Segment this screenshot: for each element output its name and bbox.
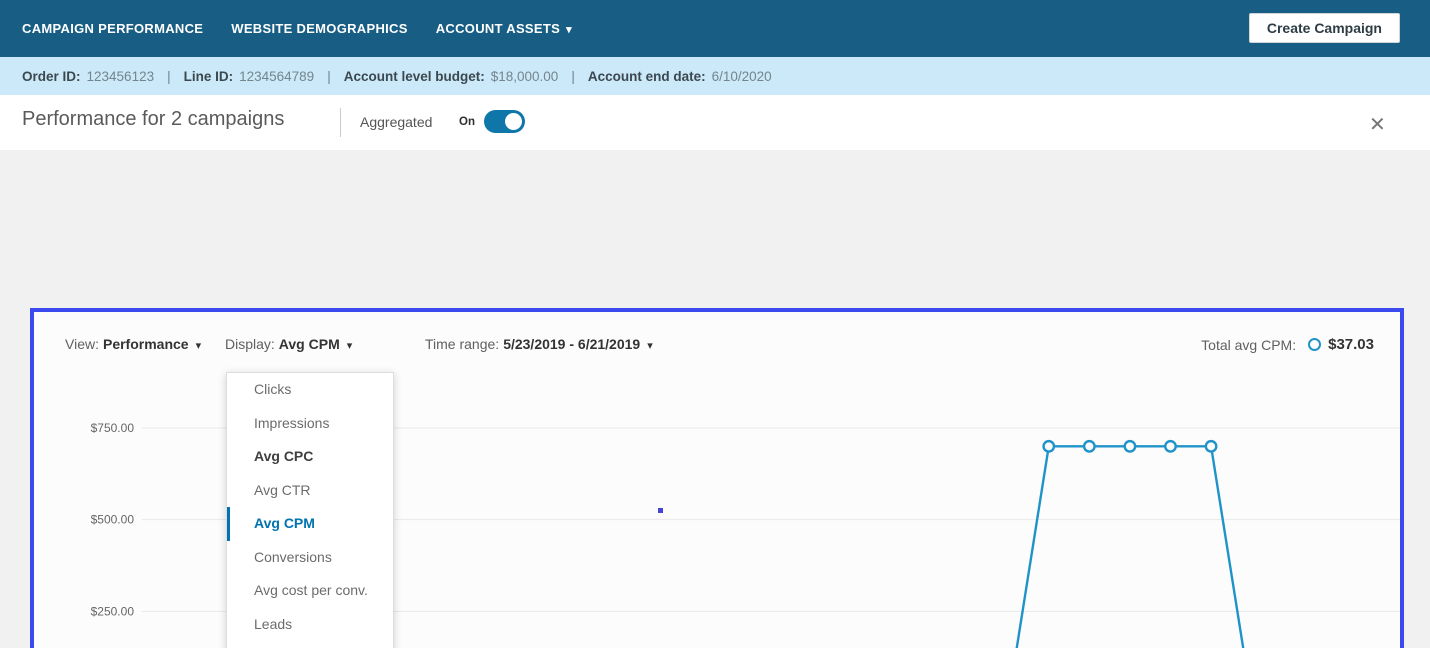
view-label: View: bbox=[65, 336, 99, 352]
dropdown-option-avg-cost-per-conv[interactable]: Avg cost per conv. bbox=[254, 582, 368, 598]
series-marker-icon bbox=[1308, 338, 1322, 351]
caret-down-icon: ▾ bbox=[195, 340, 202, 352]
account-end-date-value: 6/10/2020 bbox=[711, 68, 772, 84]
aggregated-label: Aggregated bbox=[360, 114, 433, 130]
display-label: Display: bbox=[225, 336, 275, 352]
header-divider bbox=[340, 108, 341, 137]
dropdown-option-avg-ctr[interactable]: Avg CTR bbox=[254, 481, 311, 498]
dropdown-option-avg-cpm[interactable]: Avg CPM bbox=[227, 507, 393, 541]
account-budget-value: $18,000.00 bbox=[490, 68, 559, 84]
nav-item-campaign-performance[interactable]: CAMPAIGN PERFORMANCE bbox=[22, 21, 204, 36]
content-area: $0.00$250.00$500.00$750.00May 24May 26Ma… bbox=[0, 150, 1430, 648]
aggregated-toggle[interactable] bbox=[484, 110, 525, 133]
nav-item-account-assets[interactable]: ACCOUNT ASSETS ▾ bbox=[436, 21, 572, 36]
dropdown-option-avg-cost-per-lead[interactable]: Avg cost per lead bbox=[227, 641, 393, 648]
dropdown-option-clicks[interactable]: Clicks bbox=[254, 381, 292, 397]
display-dropdown-menu: Clicks Impressions Avg CPC Avg CTR Avg C… bbox=[226, 372, 394, 648]
caret-down-icon: ▾ bbox=[647, 340, 653, 352]
page-title: Performance for 2 campaigns bbox=[22, 108, 285, 130]
dropdown-option-conversions[interactable]: Conversions bbox=[254, 548, 332, 565]
field-separator: | bbox=[327, 68, 331, 84]
create-campaign-button[interactable]: Create Campaign bbox=[1248, 13, 1400, 43]
line-id-label: Line ID: bbox=[183, 68, 234, 84]
chart-controls-row: View: Performance ▾ Display: Avg CPM ▾ Time … bbox=[34, 336, 1400, 358]
caret-down-icon: ▾ bbox=[346, 340, 353, 352]
nav-item-account-assets-label: ACCOUNT ASSETS bbox=[435, 21, 561, 36]
view-dropdown[interactable]: View: Performance ▾ bbox=[65, 336, 201, 352]
total-avg-cpm: Total avg CPM: $37.03 bbox=[1201, 336, 1374, 353]
page-header: Performance for 2 campaigns Aggregated O… bbox=[0, 95, 1430, 150]
time-range-label: Time range: bbox=[425, 336, 500, 352]
svg-text:$500.00: $500.00 bbox=[91, 513, 135, 527]
total-avg-cpm-value: $37.03 bbox=[1328, 336, 1374, 353]
display-value: Avg CPM bbox=[278, 336, 340, 352]
nav-item-website-demographics[interactable]: WEBSITE DEMOGRAPHICS bbox=[231, 21, 408, 36]
time-range-dropdown[interactable]: Time range: 5/23/2019 - 6/21/2019 ▾ bbox=[425, 336, 653, 352]
top-nav: CAMPAIGN PERFORMANCE WEBSITE DEMOGRAPHIC… bbox=[0, 0, 1430, 57]
cursor-dot bbox=[658, 508, 663, 513]
display-dropdown-trigger[interactable]: Display: Avg CPM ▾ bbox=[225, 336, 352, 352]
caret-down-icon: ▾ bbox=[566, 24, 572, 36]
account-end-date-label: Account end date: bbox=[587, 68, 706, 84]
time-range-value: 5/23/2019 - 6/21/2019 bbox=[503, 336, 641, 352]
svg-text:$250.00: $250.00 bbox=[91, 604, 135, 618]
performance-chart-svg: $0.00$250.00$500.00$750.00May 24May 26Ma… bbox=[91, 421, 1400, 648]
line-id-value: 1234564789 bbox=[239, 68, 315, 84]
field-separator: | bbox=[571, 68, 575, 84]
toggle-state-label: On bbox=[459, 116, 475, 128]
field-separator: | bbox=[167, 68, 171, 84]
account-budget-label: Account level budget: bbox=[343, 68, 485, 84]
total-avg-cpm-label: Total avg CPM: bbox=[1201, 336, 1297, 353]
order-id-value: 123456123 bbox=[86, 68, 155, 84]
dropdown-option-leads[interactable]: Leads bbox=[254, 615, 293, 632]
dropdown-option-avg-cpc[interactable]: Avg CPC bbox=[254, 448, 314, 464]
view-value: Performance bbox=[102, 336, 189, 352]
dropdown-option-impressions[interactable]: Impressions bbox=[254, 414, 330, 431]
close-icon[interactable]: ✕ bbox=[1369, 114, 1386, 136]
order-id-label: Order ID: bbox=[22, 68, 81, 84]
toggle-knob bbox=[505, 113, 522, 130]
account-info-bar: Order ID: 123456123 | Line ID: 123456478… bbox=[0, 57, 1430, 95]
svg-text:$750.00: $750.00 bbox=[91, 421, 135, 435]
